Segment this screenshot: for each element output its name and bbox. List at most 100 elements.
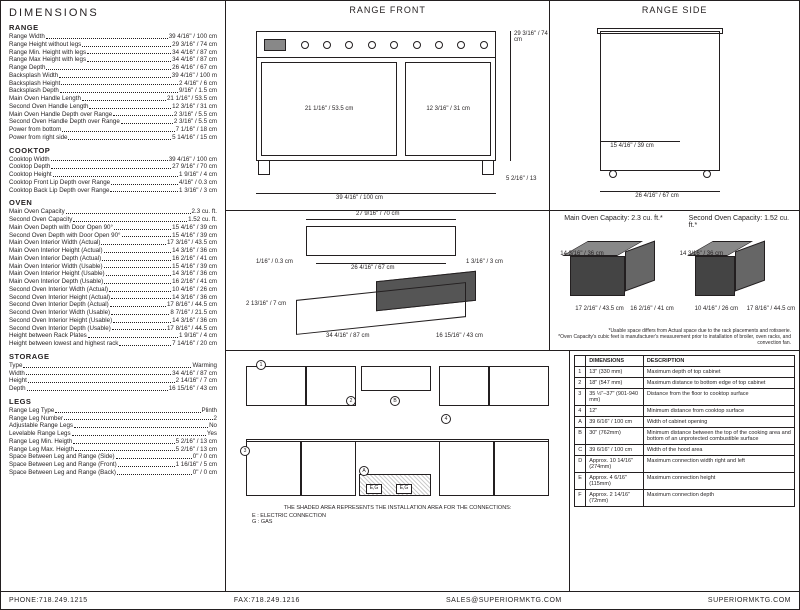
spec-row: Space Between Leg and Range (Back)0" / 0… bbox=[9, 469, 217, 477]
spec-label: Main Oven Handle Length bbox=[9, 95, 81, 103]
spec-row: Second Oven Capacity1.52 cu. ft. bbox=[9, 216, 217, 224]
install-g: G : GAS bbox=[252, 519, 563, 525]
spec-value: 2 bbox=[214, 415, 217, 423]
spec-value: 9/16" / 1.5 cm bbox=[179, 87, 217, 95]
spec-row: Second Oven Interior Width (Actual) 10 4/… bbox=[9, 286, 217, 294]
table-row: 218" (547 mm)Maximum distance to bottom … bbox=[575, 378, 795, 389]
spec-label: Backsplash Depth bbox=[9, 87, 59, 95]
spec-label: Width bbox=[9, 370, 25, 378]
spec-label: Levelable Range Legs bbox=[9, 430, 71, 438]
range-front-body: 21 1/16" / 53.5 cm 12 3/16" / 31 cm bbox=[256, 31, 496, 161]
spec-row: Range Width39 4/16" / 100 cm bbox=[9, 33, 217, 41]
drawings-area: RANGE FRONT bbox=[226, 1, 799, 591]
spec-row: Range Leg Number2 bbox=[9, 415, 217, 423]
spec-value: 14 3/16" / 36 cm bbox=[172, 247, 217, 255]
main-oven-cap: Main Oven Capacity: 2.3 cu. ft.* bbox=[550, 211, 674, 222]
oven-note-2: *Oven Capacity's cubic feet is manufactu… bbox=[551, 334, 791, 346]
spec-label: Main Oven Interior Width (Actual) bbox=[9, 239, 100, 247]
height-dim: 29 3/16" / 74 cm bbox=[514, 31, 549, 43]
knob-icon bbox=[345, 41, 353, 49]
spec-row: Space Between Leg and Range (Front)1 16/… bbox=[9, 461, 217, 469]
spec-label: Main Oven Interior Height (Usable) bbox=[9, 270, 105, 278]
spec-value: 5 2/16" / 13 cm bbox=[176, 438, 217, 446]
spec-value: 14 3/16" / 36 cm bbox=[172, 294, 217, 302]
spec-label: Range Max Height with legs bbox=[9, 56, 86, 64]
callout-1: 1 bbox=[256, 360, 266, 370]
spec-row: Range Min. Height with legs 34 4/16" / 87… bbox=[9, 49, 217, 57]
leg-dim: 5 2/16" / 13 bbox=[506, 176, 537, 182]
spec-row: Main Oven Handle Depth over Range2 3/16"… bbox=[9, 111, 217, 119]
install-shaded-note: THE SHADED AREA REPRESENTS THE INSTALLAT… bbox=[232, 505, 563, 511]
callout-2: 2 bbox=[346, 396, 356, 406]
table-header: DIMENSIONS bbox=[586, 356, 644, 367]
spec-label: Cooktop Height bbox=[9, 171, 52, 179]
spec-value: 5 2/16" / 13 cm bbox=[176, 446, 217, 454]
spec-row: Space Between Leg and Range (Side)0" / 0… bbox=[9, 453, 217, 461]
knob-icon bbox=[301, 41, 309, 49]
spec-label: Main Oven Interior Depth (Usable) bbox=[9, 278, 103, 286]
spec-label: Range Leg Max. Heigth bbox=[9, 446, 74, 454]
spec-value: 29 3/16" / 74 cm bbox=[172, 41, 217, 49]
spec-value: 34 4/16" / 87 cm bbox=[172, 49, 217, 57]
spec-value: 14 3/16" / 36 cm bbox=[172, 270, 217, 278]
spec-row: Main Oven Capacity2.3 cu. ft. bbox=[9, 208, 217, 216]
side-full-depth-dim: 26 4/16" / 67 cm bbox=[635, 193, 679, 199]
spec-value: Yes bbox=[207, 430, 217, 438]
cooktop-depth-dim: 27 9/16" / 70 cm bbox=[356, 211, 400, 217]
spec-row: Backsplash Depth 9/16" / 1.5 cm bbox=[9, 87, 217, 95]
spec-label: Space Between Leg and Range (Side) bbox=[9, 453, 115, 461]
spec-row: Width34 4/16" / 87 cm bbox=[9, 370, 217, 378]
callout-4: 4 bbox=[441, 414, 451, 424]
ovens-panel: Main Oven Capacity: 2.3 cu. ft.* 14 3/16… bbox=[550, 211, 799, 350]
spec-label: Range Min. Height with legs bbox=[9, 49, 86, 57]
main-h: 14 3/16" / 36 cm bbox=[560, 251, 604, 257]
dimensions-table: DIMENSIONSDESCRIPTION113" (330 mm)Maximu… bbox=[574, 355, 795, 507]
spec-value: 26 4/16" / 67 cm bbox=[172, 64, 217, 72]
spec-row: Second Oven Handle Length12 3/16" / 31 c… bbox=[9, 103, 217, 111]
spec-sheet: DIMENSIONS RANGERange Width39 4/16" / 10… bbox=[0, 0, 800, 610]
spec-value: 5 14/16" / 15 cm bbox=[172, 134, 217, 142]
spec-row: Backsplash Height2 4/16" / 6 cm bbox=[9, 80, 217, 88]
spec-label: Backsplash Width bbox=[9, 72, 58, 80]
footer-fax: FAX:718.249.1216 bbox=[234, 597, 300, 604]
spec-row: Cooktop Back Lip Depth over Range1 3/16"… bbox=[9, 187, 217, 195]
spec-value: 0" / 0 cm bbox=[193, 469, 217, 477]
spec-value: 39 4/16" / 100 cm bbox=[169, 33, 217, 41]
spec-row: Second Oven Interior Depth (Usable)17 8/… bbox=[9, 325, 217, 333]
spec-row: Backsplash Width39 4/16" / 100 m bbox=[9, 72, 217, 80]
main-oven-dim: 21 1/16" / 53.5 cm bbox=[305, 106, 354, 112]
spec-value: 14 3/16" / 36 cm bbox=[172, 317, 217, 325]
spec-value: 17 8/16" / 44.5 cm bbox=[167, 325, 217, 333]
table-row: DApprox. 10 14/16" (274mm)Maximum connec… bbox=[575, 456, 795, 473]
spec-row: Second Oven Interior Width (Usable)8 7/1… bbox=[9, 309, 217, 317]
range-side-body bbox=[600, 31, 720, 171]
cooktop-row bbox=[257, 32, 495, 58]
table-row: B30" (762mm)Minimum distance between the… bbox=[575, 428, 795, 445]
spec-row: Second Oven Interior Depth (Actual)17 8/… bbox=[9, 301, 217, 309]
callout-3: 3 bbox=[240, 446, 250, 456]
table-header: DESCRIPTION bbox=[643, 356, 794, 367]
side-depth-dim: 15 4/16" / 39 cm bbox=[610, 143, 654, 149]
spec-value: 2 3/16" / 5.5 cm bbox=[174, 111, 217, 119]
spec-value: 7 14/16" / 20 cm bbox=[172, 340, 217, 348]
spec-row: Cooktop Width39 4/16" / 100 cm bbox=[9, 156, 217, 164]
lip-back-dim: 1 3/16" / 3 cm bbox=[466, 259, 503, 265]
spec-value: 16 2/16" / 41 cm bbox=[172, 255, 217, 263]
spec-label: Second Oven Interior Width (Actual) bbox=[9, 286, 108, 294]
spec-row: Cooktop Height1 9/16" / 4 cm bbox=[9, 171, 217, 179]
spec-value: 1 16/16" / 5 cm bbox=[176, 461, 217, 469]
spec-row: Range Max Height with legs34 4/16" / 87 … bbox=[9, 56, 217, 64]
spec-value: 17 8/16" / 44.5 cm bbox=[167, 301, 217, 309]
knob-icon bbox=[480, 41, 488, 49]
spec-row: Cooktop Depth27 9/16" / 70 cm bbox=[9, 163, 217, 171]
spec-row: TypeWarming bbox=[9, 362, 217, 370]
spec-value: 10 4/16" / 26 cm bbox=[172, 286, 217, 294]
spec-row: Height2 14/16" / 7 cm bbox=[9, 377, 217, 385]
spec-label: Second Oven Depth with Door Open 90° bbox=[9, 232, 121, 240]
width-dim: 39 4/16" / 100 cm bbox=[336, 195, 383, 201]
table-row: C39 6/16" / 100 cmWidth of the hood area bbox=[575, 445, 795, 456]
spec-value: 4/16" / 0.3 cm bbox=[179, 179, 217, 187]
spec-label: Cooktop Depth bbox=[9, 163, 50, 171]
second-oven-door: 12 3/16" / 31 cm bbox=[405, 62, 491, 156]
spec-value: 8 7/16" / 21.5 cm bbox=[170, 309, 217, 317]
